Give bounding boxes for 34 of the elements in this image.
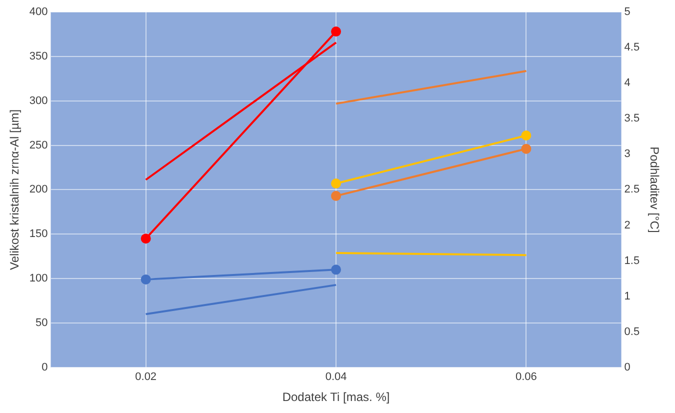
y-tick-label: 250 bbox=[29, 139, 48, 152]
point bbox=[521, 144, 532, 154]
y-tick-label: 350 bbox=[29, 50, 48, 62]
y-tick-label: 100 bbox=[29, 272, 48, 285]
point bbox=[331, 264, 342, 275]
y2-tick-label: 5 bbox=[624, 6, 630, 18]
y2-tick-label: 2.5 bbox=[624, 184, 640, 196]
x-tick-label: 0.04 bbox=[325, 371, 347, 384]
y-axis-title: Velikost kristalnih zrnα-Al [µm] bbox=[8, 109, 22, 270]
x-tick-label: 0.02 bbox=[135, 371, 157, 384]
y2-tick-label: 3 bbox=[624, 148, 630, 160]
y2-tick-label: 0 bbox=[624, 361, 630, 374]
point bbox=[140, 274, 151, 284]
y2-tick-label: 4 bbox=[624, 77, 630, 90]
y-tick-label: 50 bbox=[36, 317, 48, 330]
y2-tick-label: 3.5 bbox=[624, 112, 640, 125]
y2-axis-title: Podhladitev [°C] bbox=[647, 146, 662, 233]
y2-tick-label: 1 bbox=[624, 290, 630, 302]
y-tick-label: 150 bbox=[29, 228, 48, 240]
point bbox=[331, 178, 342, 188]
point bbox=[521, 130, 532, 140]
point bbox=[140, 234, 151, 244]
point bbox=[331, 26, 342, 37]
y-tick-label: 300 bbox=[29, 94, 48, 107]
y2-tick-label: 2 bbox=[624, 219, 630, 232]
y-tick-label: 0 bbox=[42, 361, 48, 374]
y-tick-label: 400 bbox=[29, 6, 48, 18]
y2-tick-label: 4.5 bbox=[624, 42, 640, 54]
x-axis-title: Dodatek Ti [mas. %] bbox=[282, 390, 390, 404]
x-tick-label: 0.06 bbox=[516, 371, 537, 384]
point bbox=[331, 190, 342, 201]
y-tick-label: 200 bbox=[29, 184, 48, 196]
y2-tick-label: 1.5 bbox=[624, 254, 640, 267]
y2-tick-label: 0.5 bbox=[624, 326, 640, 338]
